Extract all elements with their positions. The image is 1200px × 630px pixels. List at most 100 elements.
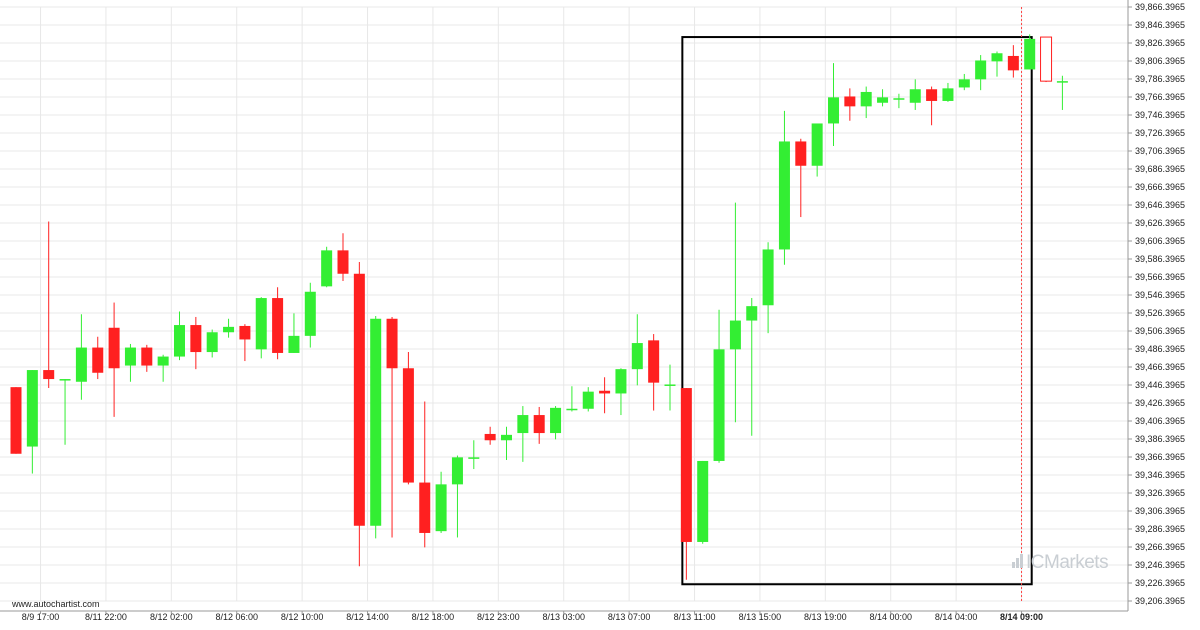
candle bbox=[26, 370, 38, 474]
candle bbox=[680, 388, 692, 580]
candle bbox=[942, 82, 954, 102]
candle bbox=[353, 262, 365, 567]
candle bbox=[566, 386, 578, 412]
candle-body bbox=[1040, 36, 1053, 82]
y-tick-label: 39,646.3965 bbox=[1135, 200, 1185, 210]
y-tick-label: 39,606.3965 bbox=[1135, 236, 1185, 246]
candle bbox=[206, 329, 218, 358]
x-axis: 8/9 17:00 8/11 22:00 8/12 02:00 8/12 06:00 8… bbox=[22, 611, 1043, 622]
candle-body bbox=[648, 340, 660, 383]
candle bbox=[909, 79, 921, 110]
candle-body bbox=[451, 457, 463, 485]
candle-body bbox=[631, 343, 643, 370]
candle bbox=[517, 406, 529, 462]
candle-body bbox=[697, 460, 709, 542]
x-tick-label: 8/13 07:00 bbox=[608, 612, 651, 622]
x-tick-label: 8/13 19:00 bbox=[804, 612, 847, 622]
y-tick-label: 39,546.3965 bbox=[1135, 290, 1185, 300]
candle-body bbox=[435, 484, 447, 532]
candle-body bbox=[582, 391, 594, 409]
candle bbox=[795, 138, 807, 218]
y-tick-label: 39,286.3965 bbox=[1135, 524, 1185, 534]
x-tick-label: 8/13 03:00 bbox=[542, 612, 585, 622]
candle-body bbox=[828, 97, 839, 124]
x-tick-label: 8/12 10:00 bbox=[281, 612, 324, 622]
source-label[interactable]: www.autochartist.com bbox=[12, 599, 100, 609]
candle-body bbox=[811, 123, 823, 166]
candle bbox=[1024, 34, 1036, 70]
candle bbox=[713, 309, 725, 463]
y-tick-label: 39,366.3965 bbox=[1135, 452, 1185, 462]
x-tick-label: 8/9 17:00 bbox=[22, 612, 60, 622]
candle-body bbox=[468, 457, 480, 459]
candle bbox=[370, 316, 382, 539]
candle bbox=[893, 93, 905, 109]
candle bbox=[451, 455, 463, 538]
y-tick-label: 39,386.3965 bbox=[1135, 434, 1185, 444]
candle-body bbox=[533, 415, 545, 434]
pattern-box bbox=[681, 7, 1033, 601]
candle bbox=[729, 202, 741, 423]
candle-body bbox=[1007, 55, 1019, 71]
candle-body bbox=[223, 326, 235, 333]
y-tick-label: 39,846.3965 bbox=[1135, 20, 1185, 30]
candle bbox=[926, 86, 938, 126]
candle bbox=[386, 316, 398, 538]
candle bbox=[860, 86, 872, 119]
candle-body bbox=[92, 347, 104, 373]
candle bbox=[501, 426, 512, 461]
candle bbox=[419, 401, 431, 548]
candle-body bbox=[991, 53, 1003, 62]
candle-body bbox=[909, 89, 921, 103]
y-tick-label: 39,566.3965 bbox=[1135, 272, 1185, 282]
candle-body bbox=[206, 332, 218, 353]
candle-body bbox=[43, 370, 55, 380]
y-tick-label: 39,466.3965 bbox=[1135, 362, 1185, 372]
candle bbox=[321, 246, 333, 288]
candle bbox=[1040, 36, 1053, 83]
candle-body bbox=[370, 318, 382, 526]
candle bbox=[43, 221, 55, 389]
candle bbox=[615, 368, 627, 416]
y-tick-label: 39,766.3965 bbox=[1135, 92, 1185, 102]
y-tick-label: 39,206.3965 bbox=[1135, 596, 1185, 606]
candle-body bbox=[664, 384, 676, 386]
candle bbox=[811, 123, 823, 177]
candle-body bbox=[746, 306, 758, 321]
candle bbox=[828, 63, 839, 146]
grid bbox=[0, 0, 1129, 612]
candle-body bbox=[59, 379, 71, 381]
candle bbox=[288, 313, 300, 353]
candle bbox=[435, 471, 447, 533]
candle bbox=[877, 89, 889, 107]
candle-body bbox=[975, 60, 987, 80]
pattern-rectangle bbox=[681, 36, 1033, 586]
candles bbox=[10, 34, 1068, 580]
candle-body bbox=[729, 320, 741, 350]
x-tick-label: 8/13 15:00 bbox=[739, 612, 782, 622]
candle-body bbox=[141, 347, 153, 366]
candle bbox=[778, 110, 790, 265]
candle-body bbox=[958, 79, 970, 88]
candle-body bbox=[157, 356, 169, 366]
candle bbox=[1056, 75, 1068, 110]
candle-body bbox=[1024, 38, 1036, 70]
y-axis: 39,866.3965 39,846.3965 39,826.3965 39,806.… bbox=[1128, 2, 1185, 606]
x-tick-label: 8/12 14:00 bbox=[346, 612, 389, 622]
candle-body bbox=[321, 250, 333, 287]
candle bbox=[92, 336, 104, 380]
candle-body bbox=[190, 325, 202, 353]
candle-body bbox=[353, 273, 365, 526]
candle-body bbox=[402, 368, 414, 483]
candle-body bbox=[680, 388, 692, 542]
candle-body bbox=[304, 291, 316, 336]
candle bbox=[975, 55, 987, 91]
y-tick-label: 39,586.3965 bbox=[1135, 254, 1185, 264]
x-tick-label: 8/14 00:00 bbox=[869, 612, 912, 622]
y-tick-label: 39,806.3965 bbox=[1135, 56, 1185, 66]
candle-body bbox=[501, 434, 512, 441]
candle-body bbox=[239, 325, 251, 340]
y-tick-label: 39,706.3965 bbox=[1135, 146, 1185, 156]
candle bbox=[223, 318, 235, 338]
y-tick-label: 39,506.3965 bbox=[1135, 326, 1185, 336]
